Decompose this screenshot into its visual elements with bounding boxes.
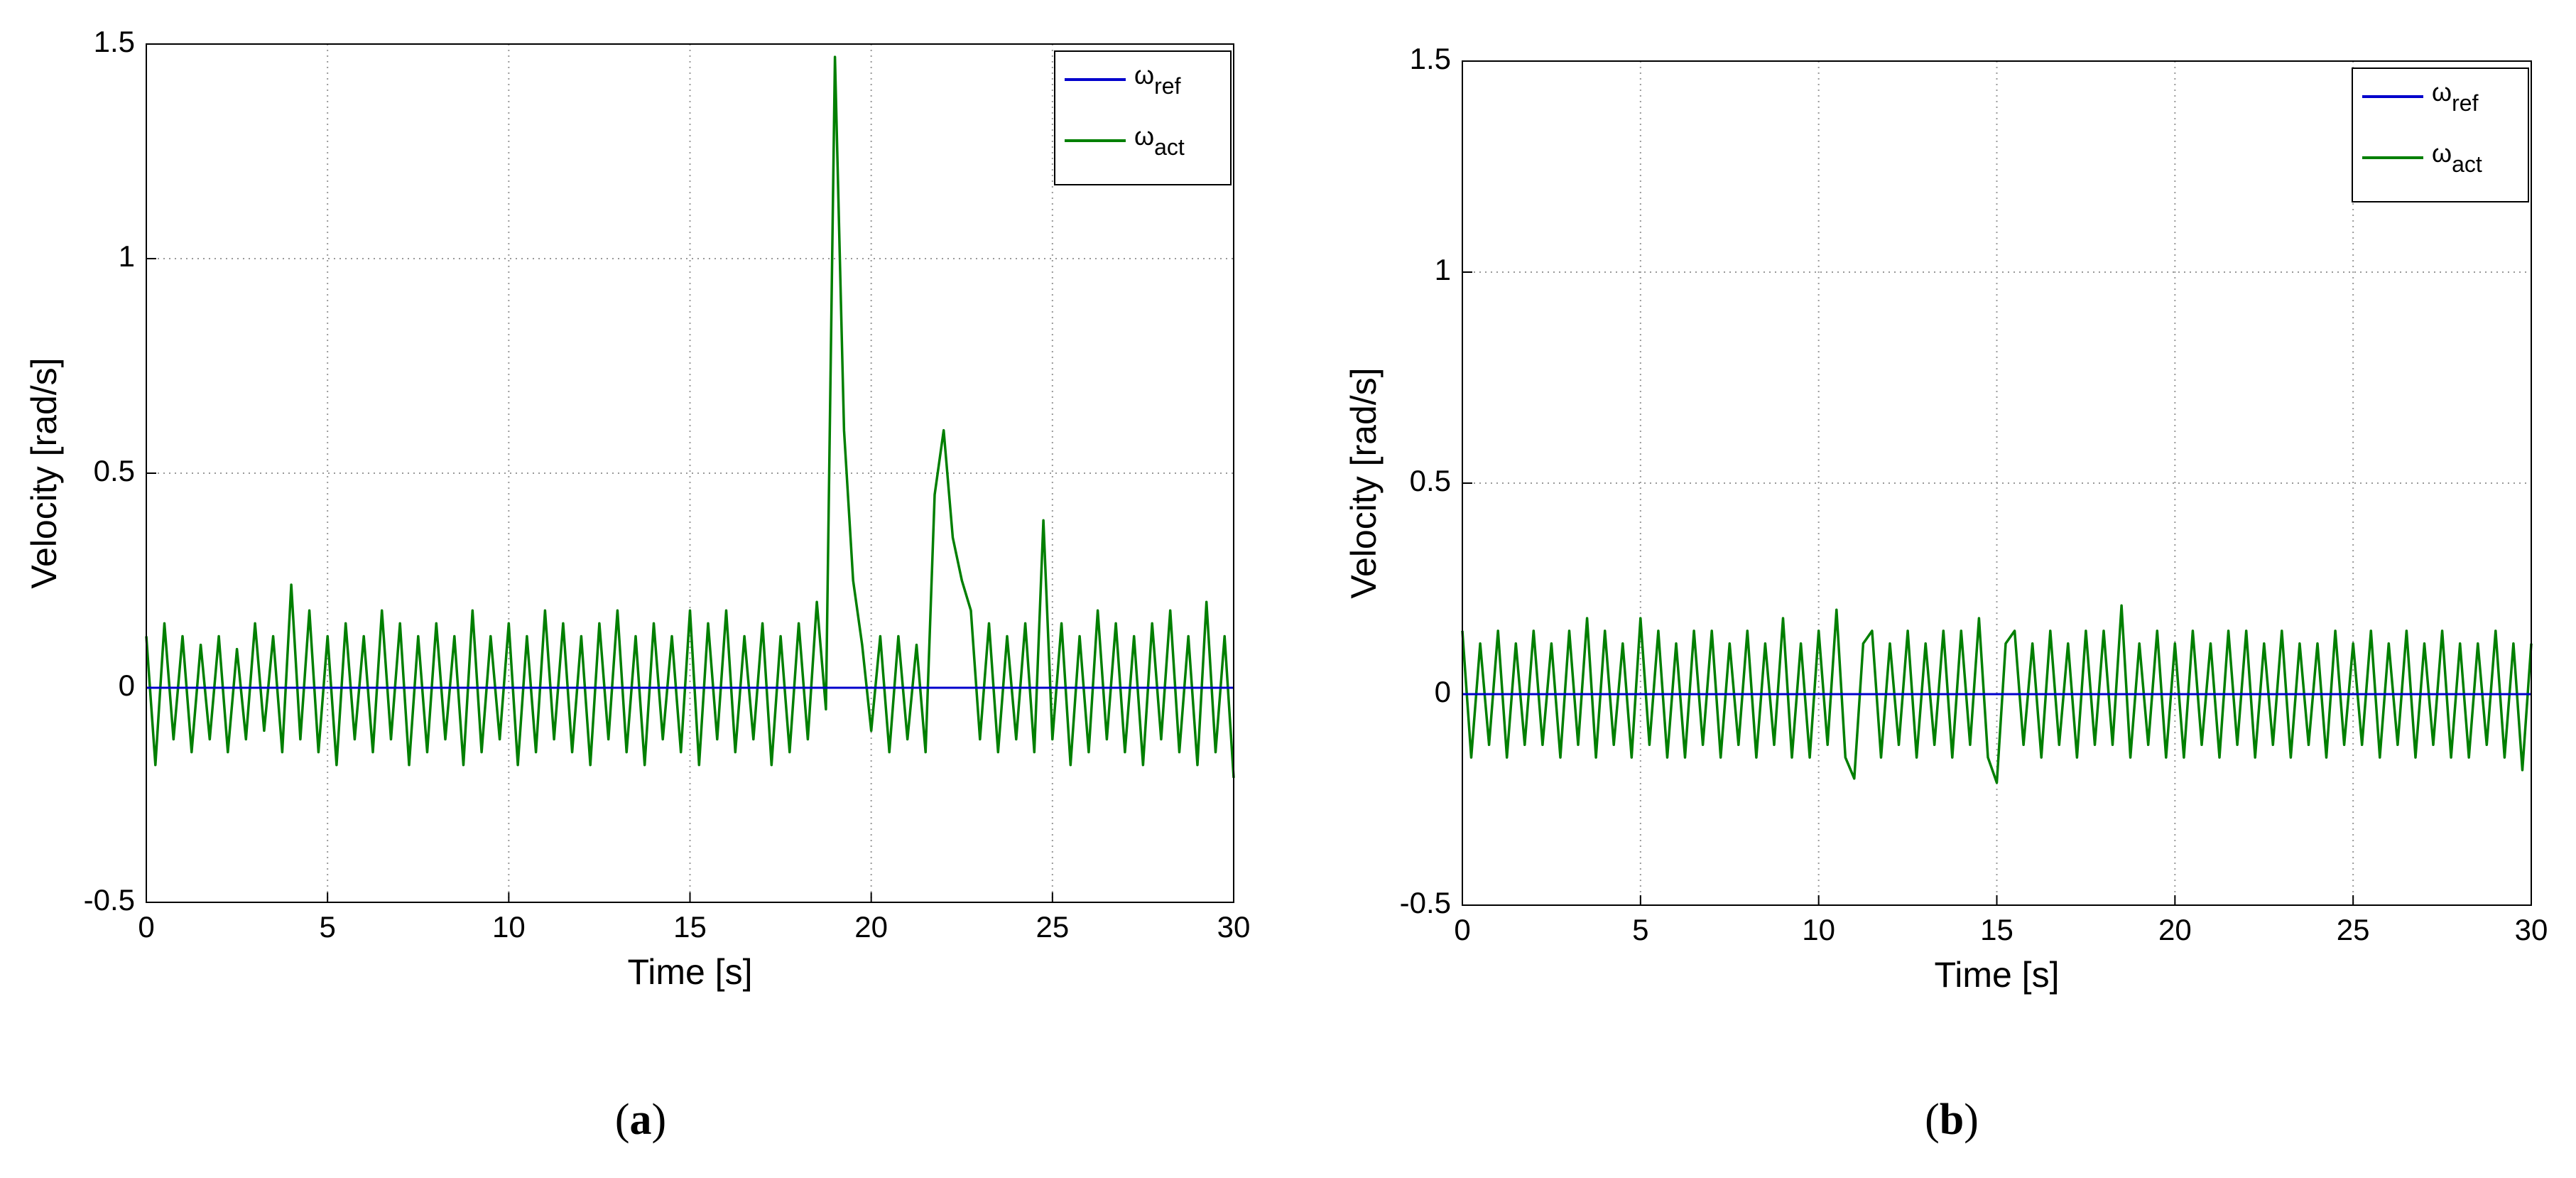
y-tick-label: 1 bbox=[1435, 253, 1451, 286]
data-line bbox=[1461, 604, 2533, 784]
legend-label: ωref bbox=[1134, 60, 1181, 99]
x-axis-label: Time [s] bbox=[1935, 955, 2060, 995]
x-tick-label: 10 bbox=[1802, 913, 1835, 946]
axes-frame bbox=[146, 43, 1234, 903]
y-tick-label: 1 bbox=[119, 239, 135, 273]
x-tick-label: 10 bbox=[492, 910, 526, 944]
data-line bbox=[145, 55, 1235, 778]
x-tick-label: 30 bbox=[1217, 910, 1251, 944]
x-tick-label: 0 bbox=[138, 910, 154, 944]
x-tick-label: 0 bbox=[1454, 913, 1470, 946]
y-axis-label: Velocity [rad/s] bbox=[1344, 367, 1384, 598]
legend-box bbox=[1054, 50, 1232, 185]
x-tick-label: 15 bbox=[673, 910, 707, 944]
x-tick-label: 30 bbox=[2515, 913, 2548, 946]
y-tick-label: -0.5 bbox=[84, 883, 135, 917]
y-tick-label: 1.5 bbox=[1410, 42, 1451, 75]
y-tick-label: 0 bbox=[119, 669, 135, 702]
y-axis-label: Velocity [rad/s] bbox=[24, 357, 64, 588]
x-tick-label: 20 bbox=[2158, 913, 2192, 946]
x-tick-label: 5 bbox=[319, 910, 335, 944]
caption: (b) bbox=[1925, 1096, 1979, 1144]
x-axis-label: Time [s] bbox=[628, 952, 753, 992]
y-tick-label: 0 bbox=[1435, 675, 1451, 708]
y-tick-label: -0.5 bbox=[1400, 886, 1451, 919]
y-tick-label: 1.5 bbox=[94, 25, 135, 58]
legend-label: ωact bbox=[1134, 121, 1185, 161]
y-tick-label: 0.5 bbox=[94, 454, 135, 487]
y-tick-label: 0.5 bbox=[1410, 464, 1451, 497]
x-tick-label: 25 bbox=[1036, 910, 1069, 944]
legend-label: ωact bbox=[2432, 139, 2482, 178]
x-tick-label: 5 bbox=[1632, 913, 1648, 946]
axes-frame bbox=[1462, 60, 2532, 906]
legend-box bbox=[2352, 67, 2529, 202]
x-tick-label: 20 bbox=[854, 910, 888, 944]
caption: (a) bbox=[615, 1096, 666, 1144]
legend-label: ωref bbox=[2432, 77, 2479, 117]
x-tick-label: 15 bbox=[1980, 913, 2013, 946]
x-tick-label: 25 bbox=[2337, 913, 2370, 946]
